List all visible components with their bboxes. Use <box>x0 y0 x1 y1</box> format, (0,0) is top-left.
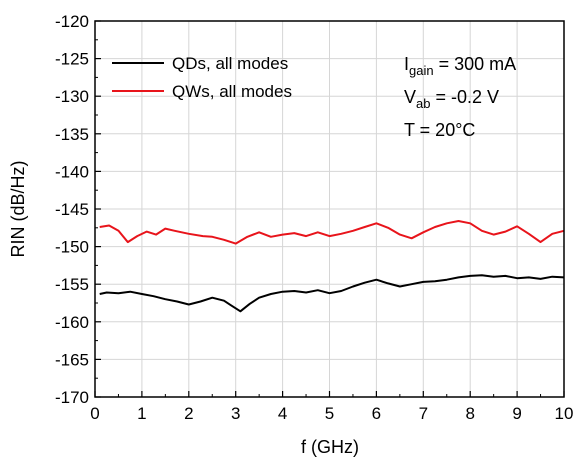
vab-symbol: V <box>404 87 416 107</box>
grid <box>95 21 564 397</box>
y-tick-label: -140 <box>55 162 89 181</box>
series-group <box>99 220 565 313</box>
annotation-vab: Vab = -0.2 V <box>404 87 499 111</box>
y-tick-label: -150 <box>55 238 89 257</box>
x-tick-label: 7 <box>419 404 428 423</box>
annotation-igain: Igain = 300 mA <box>404 54 516 78</box>
plot-frame <box>94 20 565 398</box>
y-tick-label: -135 <box>55 125 89 144</box>
x-tick-label: 4 <box>278 404 287 423</box>
y-tick-label: -125 <box>55 50 89 69</box>
legend: QDs, all modes QWs, all modes <box>112 54 292 101</box>
x-tick-label: 9 <box>512 404 521 423</box>
condition-annotations: Igain = 300 mA Vab = -0.2 V T = 20°C <box>404 54 516 140</box>
y-tick-label: -160 <box>55 313 89 332</box>
y-tick-label: -145 <box>55 200 89 219</box>
x-tick-label: 0 <box>90 404 99 423</box>
annotation-temperature: T = 20°C <box>404 120 475 140</box>
x-tick-label: 5 <box>325 404 334 423</box>
vab-subscript: ab <box>416 96 430 111</box>
series-line-qws <box>99 220 565 245</box>
igain-value: = 300 mA <box>434 54 517 74</box>
y-tick-label: -155 <box>55 275 89 294</box>
x-tick-label: 2 <box>184 404 193 423</box>
series-line-qds <box>99 274 565 313</box>
x-axis-ticks: 0 1 2 3 4 5 6 7 8 9 10 <box>90 391 573 423</box>
x-tick-label: 3 <box>231 404 240 423</box>
igain-subscript: gain <box>409 63 434 78</box>
igain-symbol: I <box>404 54 409 74</box>
x-tick-label: 10 <box>555 404 574 423</box>
x-axis-label: f (GHz) <box>301 437 359 457</box>
y-axis-label: RIN (dB/Hz) <box>8 160 28 257</box>
y-axis-ticks: -120 -125 -130 -135 -140 -145 -150 -155 -160 -165… <box>55 12 101 407</box>
y-tick-label: -130 <box>55 87 89 106</box>
x-tick-label: 1 <box>137 404 146 423</box>
legend-label-qws: QWs, all modes <box>172 82 292 101</box>
y-tick-label: -170 <box>55 388 89 407</box>
y-tick-label: -120 <box>55 12 89 31</box>
y-tick-label: -165 <box>55 350 89 369</box>
x-tick-label: 8 <box>465 404 474 423</box>
legend-label-qds: QDs, all modes <box>172 54 288 73</box>
vab-value: = -0.2 V <box>430 87 499 107</box>
x-tick-label: 6 <box>372 404 381 423</box>
